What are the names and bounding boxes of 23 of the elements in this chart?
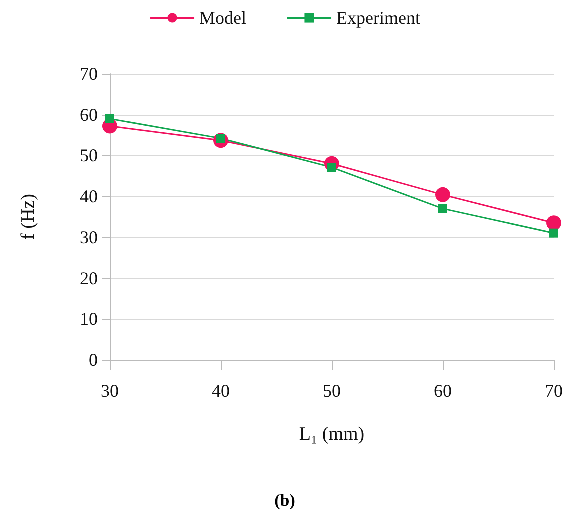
y-tick-label: 40: [80, 186, 98, 207]
point: [436, 187, 450, 202]
x-tick-label: 60: [434, 381, 452, 401]
x-tick-label: 40: [212, 381, 230, 401]
point: [438, 204, 448, 214]
x-tick-label: 50: [323, 381, 341, 401]
y-tick-label: 60: [80, 104, 98, 125]
y-tick-label: 0: [89, 350, 98, 370]
x-tick-label: 70: [545, 381, 563, 401]
x-tick-label: 30: [101, 381, 119, 401]
point: [546, 216, 562, 231]
y-tick-label: 70: [80, 64, 98, 84]
y-tick-label: 20: [80, 268, 98, 288]
y-tick-label: 50: [80, 146, 98, 166]
point: [550, 228, 558, 238]
y-axis-title: f (Hz): [18, 194, 39, 240]
point: [106, 114, 114, 124]
legend-label: Model: [200, 8, 247, 28]
y-tick-label: 30: [80, 227, 98, 248]
y-tick-label: 10: [80, 309, 98, 330]
text: (b): [274, 491, 296, 510]
legend-label: Experiment: [336, 8, 420, 28]
x-axis-title: L₁ (mm): [299, 424, 365, 445]
